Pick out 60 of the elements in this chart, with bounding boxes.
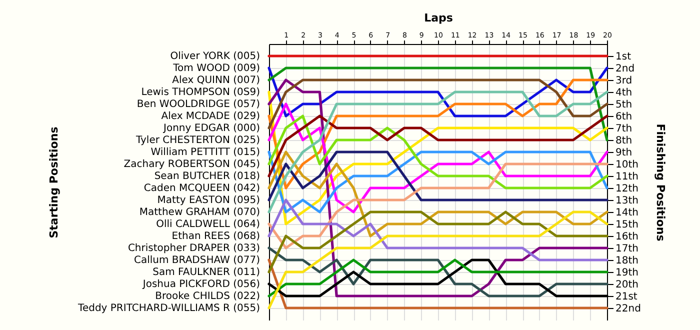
series-label: Callum BRADSHAW (077) [134,255,260,266]
y-tick-label: 18th [616,256,638,266]
y-tick-label: 6th [616,112,632,122]
series-label: Tyler CHESTERTON (025) [134,135,260,146]
y-tick-label: 11th [616,172,638,182]
line-series [268,210,608,274]
line-series [268,78,608,130]
line-series [268,66,608,118]
y-tick-label: 15th [616,220,638,230]
y-tick-label: 21st [616,292,638,302]
y-tick-label: 5th [616,100,632,110]
series-label: Jonny EDGAR (000) [162,123,260,134]
y-tick-label: 9th [616,148,632,158]
y-tick-label: 12th [616,184,638,194]
line-series [268,78,608,190]
y-tick-label: 1st [616,52,632,62]
y-tick-label: 20th [616,280,638,290]
series-label: Oliver YORK (005) [170,51,260,62]
line-series [268,114,608,178]
series-label: Christopher DRAPER (033) [128,243,260,254]
series-label: Olli CALDWELL (064) [156,219,260,230]
series-label: Matthew GRAHAM (070) [139,207,260,218]
line-series [268,210,608,310]
line-series [268,150,608,202]
legend-title: Starting Positions [48,126,60,238]
x-axis-title: Laps [424,12,454,24]
y-tick-label: 19th [616,268,638,278]
series-label: Alex MCDADE (029) [161,111,260,122]
series-label: Ben WOOLDRIDGE (057) [136,99,260,110]
series-label: Joshua PICKFORD (056) [142,279,260,290]
series-label: Sean BUTCHER (018) [154,171,260,182]
line-series [268,150,608,238]
series-label: Brooke CHILDS (022) [155,291,260,302]
y-tick-label: 13th [616,196,638,206]
y-tick-label: 16th [616,232,638,242]
y-tick-label: 8th [616,136,632,146]
series-label: Alex QUINN (007) [172,75,260,86]
y-tick-label: 4th [616,88,632,98]
series-label: Matty EASTON (095) [157,195,260,206]
series-label: Zachary ROBERTSON (045) [124,159,260,170]
series-label: Teddy PRITCHARD-WILLIAMS R (055) [77,303,260,314]
line-series [268,246,608,298]
y-tick-label: 17th [616,244,638,254]
y-tick-label: 14th [616,208,638,218]
series-label: Ethan REES (068) [172,231,260,242]
series-label: William PETTITT (015) [150,147,260,158]
y-tick-label: 2nd [616,64,635,74]
series-label: Tom WOOD (009) [172,63,260,74]
series-label: Lewis THOMPSON (0S9) [141,87,260,98]
series-label: Caden MCQUEEN (042) [144,183,260,194]
series-label: Sam FAULKNER (011) [152,267,260,278]
line-series [268,162,608,250]
y-axis-title: Finishing Positions [654,124,667,242]
y-tick-label: 7th [616,124,632,134]
y-tick-label: 10th [616,160,638,170]
line-series [268,150,608,214]
y-tick-label: 22nd [616,304,641,314]
line-series [268,198,608,262]
line-series [268,114,608,190]
y-tick-label: 3rd [616,76,632,86]
